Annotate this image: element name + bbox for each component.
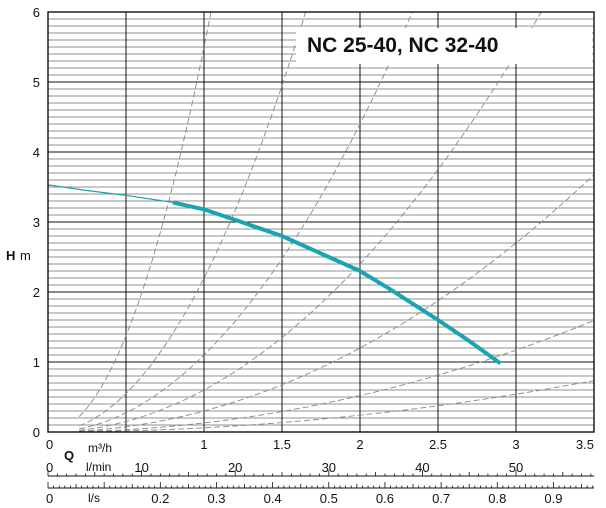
x-tick-label-ls: 0.6 [376,491,394,506]
x-tick-label-m3h: 1 [200,437,207,452]
plot-border [47,11,595,433]
x-axis-unit-ls: l/s [88,491,100,505]
system-curve [79,174,595,432]
x-tick-label-ls: 0.3 [207,491,225,506]
system-curve [79,11,542,431]
x-tick-label-ls: 0.7 [432,491,450,506]
x-tick-label-m3h: 2 [356,437,363,452]
x-axis-symbol: Q [64,448,74,463]
chart-title-group: NC 25-40, NC 32-40 [296,28,592,64]
system-curve [79,380,595,433]
y-axis-symbol: H [6,248,15,263]
x-tick-label-m3h: 3 [512,437,519,452]
x-axis-unit-m3h: m³/h [88,441,112,455]
pump-curve [47,184,502,366]
chart-title-background [296,28,592,64]
chart-title: NC 25-40, NC 32-40 [307,34,498,57]
y-axis-unit: m [20,248,31,263]
system-curve [79,320,595,433]
x-tick-label-m3h: 3.5 [576,437,594,452]
x-tick-label-ls: 0.4 [264,491,282,506]
system-curves [78,11,595,433]
plot-frame [47,11,595,433]
x-axes: 0 1 1.5 2 2.5 3 3.5 Q m³/h 0 10 20 30 40 50 l/min 0 0.2 0.… [46,437,594,506]
system-curve [79,11,307,427]
x-tick-label-m3h: 1.5 [273,437,291,452]
system-curve [78,11,212,417]
x-tick-label-ls: 0.9 [544,491,562,506]
x-tick-label-m3h: 0 [46,437,53,452]
x-tick-label-m3h: 2.5 [429,437,447,452]
y-tick-label: 1 [33,355,40,370]
x-axis-unit-lmin: l/min [86,460,111,474]
y-tick-label: 0 [33,425,40,440]
x-tick-label-ls: 0.5 [320,491,338,506]
grid-minor-lines [48,18,594,426]
y-tick-label: 6 [33,5,40,20]
x-tick-label-lmin: 10 [134,460,148,475]
x-tick-label-lmin: 50 [509,460,523,475]
y-axis-tick-labels: 0 1 2 3 4 5 6 [33,5,40,440]
x-tick-label-lmin: 20 [228,460,242,475]
x-tick-label-lmin: 40 [415,460,429,475]
x-tick-label-ls: 0.8 [488,491,506,506]
system-curve [79,11,413,430]
x-tick-label-lmin: 0 [46,460,53,475]
y-tick-label: 5 [33,75,40,90]
pump-curve-operating-segment [172,200,502,366]
pump-curve-thin-segment [47,184,173,203]
y-tick-label: 2 [33,285,40,300]
grid-major-lines [48,12,594,432]
y-tick-label: 4 [33,145,40,160]
y-tick-label: 3 [33,215,40,230]
x-tick-label-ls: 0 [46,491,53,506]
x-tick-label-lmin: 30 [322,460,336,475]
x-tick-label-ls: 0.2 [151,491,169,506]
